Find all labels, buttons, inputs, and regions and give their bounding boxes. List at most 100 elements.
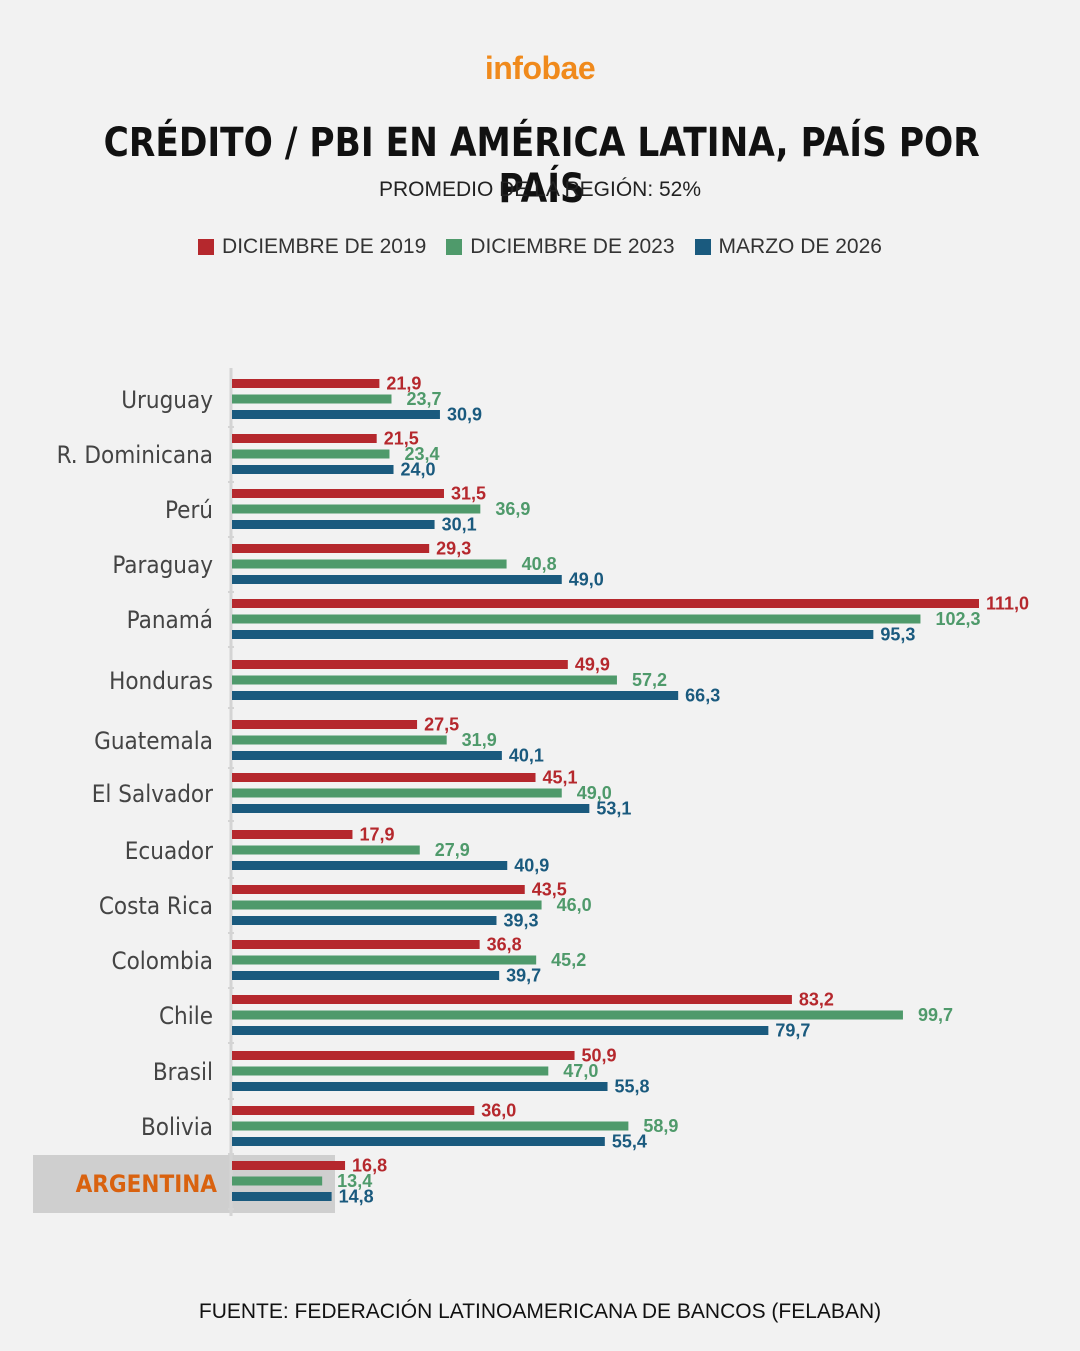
data-label-guatemala-2023: 31,9 — [462, 730, 497, 750]
category-label-bolivia: Bolivia — [141, 1113, 213, 1141]
bar-bolivia-2019 — [232, 1106, 475, 1115]
legend-swatch-2026 — [694, 239, 711, 255]
category-label-uruguay: Uruguay — [121, 386, 213, 414]
bar-guatemala-2023 — [232, 735, 447, 745]
chart-subtitle: PROMEDIO DE LA REGIÓN: 52% — [378, 178, 702, 201]
bar-peru-2026 — [232, 520, 435, 529]
bar-ecuador-2026 — [232, 861, 508, 870]
data-label-argentina-2019: 16,8 — [352, 1156, 387, 1176]
data-label-peru-2023: 36,9 — [495, 499, 530, 519]
data-label-colombia-2019: 36,8 — [487, 935, 522, 955]
bar-colombia-2026 — [232, 971, 500, 980]
bar-brasil-2026 — [232, 1082, 608, 1091]
data-label-uruguay-2026: 30,9 — [447, 405, 482, 425]
bar-brasil-2019 — [232, 1051, 575, 1060]
bar-honduras-2026 — [232, 691, 679, 700]
category-label-honduras: Honduras — [109, 667, 213, 695]
data-label-brasil-2023: 47,0 — [563, 1061, 598, 1081]
bar-argentina-2019 — [232, 1161, 346, 1170]
bar-r-dominicana-2019 — [232, 434, 377, 443]
category-label-peru: Perú — [165, 496, 213, 524]
data-label-argentina-2023: 13,4 — [337, 1171, 372, 1191]
data-label-el-salvador-2026: 53,1 — [596, 799, 631, 819]
category-label-panama: Panamá — [127, 606, 213, 634]
data-label-r-dominicana-2026: 24,0 — [401, 460, 436, 480]
data-label-bolivia-2019: 36,0 — [481, 1101, 516, 1121]
category-label-brasil: Brasil — [153, 1058, 213, 1086]
data-label-ecuador-2026: 40,9 — [514, 856, 549, 876]
data-label-chile-2023: 99,7 — [918, 1005, 953, 1025]
data-label-paraguay-2023: 40,8 — [522, 554, 557, 574]
bar-uruguay-2023 — [232, 394, 392, 404]
data-label-paraguay-2026: 49,0 — [569, 570, 604, 590]
data-label-uruguay-2023: 23,7 — [406, 389, 441, 409]
data-label-panama-2019: 111,0 — [986, 594, 1029, 614]
data-label-colombia-2023: 45,2 — [551, 950, 586, 970]
data-label-peru-2026: 30,1 — [442, 515, 477, 535]
legend-label-2023: DICIEMBRE DE 2023 — [470, 235, 675, 258]
bar-el-salvador-2026 — [232, 804, 590, 813]
bar-chile-2023 — [232, 1010, 903, 1020]
legend-item-2019: DICIEMBRE DE 2019 — [198, 235, 426, 259]
legend-item-2026: MARZO DE 2026 — [694, 235, 882, 259]
data-label-costa-rica-2023: 46,0 — [557, 895, 592, 915]
bar-r-dominicana-2026 — [232, 465, 394, 474]
bar-el-salvador-2023 — [232, 788, 562, 798]
data-label-el-salvador-2019: 45,1 — [543, 768, 578, 788]
data-label-chile-2026: 79,7 — [775, 1021, 810, 1041]
source-note: FUENTE: FEDERACIÓN LATINOAMERICANA DE BA… — [198, 1300, 882, 1323]
bar-bolivia-2023 — [232, 1121, 629, 1131]
bar-honduras-2019 — [232, 660, 568, 669]
bar-bolivia-2026 — [232, 1137, 605, 1146]
legend-swatch-2023 — [446, 239, 463, 255]
category-label-el-salvador: El Salvador — [92, 780, 213, 808]
chart-title: CRÉDITO / PBI EN AMÉRICA LATINA, PAÍS PO… — [103, 120, 980, 212]
bar-honduras-2023 — [232, 675, 617, 685]
bar-costa-rica-2026 — [232, 916, 497, 925]
bar-guatemala-2026 — [232, 751, 502, 760]
category-label-ecuador: Ecuador — [125, 837, 213, 865]
category-label-paraguay: Paraguay — [112, 551, 213, 579]
data-label-costa-rica-2019: 43,5 — [532, 880, 567, 900]
bar-panama-2026 — [232, 630, 874, 639]
legend-item-2023: DICIEMBRE DE 2023 — [446, 235, 675, 259]
bar-colombia-2023 — [232, 955, 537, 965]
data-label-guatemala-2026: 40,1 — [509, 746, 544, 766]
infobae-logo: infobae — [484, 50, 596, 86]
data-label-r-dominicana-2023: 23,4 — [404, 444, 439, 464]
bar-argentina-2023 — [232, 1176, 323, 1186]
bar-chile-2019 — [232, 995, 792, 1004]
bar-argentina-2026 — [232, 1192, 332, 1201]
bar-colombia-2019 — [232, 940, 480, 949]
category-label-guatemala: Guatemala — [94, 727, 213, 755]
bar-ecuador-2019 — [232, 830, 353, 839]
category-label-costa-rica: Costa Rica — [99, 892, 213, 920]
bar-chile-2026 — [232, 1026, 769, 1035]
data-label-honduras-2023: 57,2 — [632, 670, 667, 690]
bar-ecuador-2023 — [232, 845, 420, 855]
data-label-ecuador-2019: 17,9 — [359, 825, 394, 845]
bar-paraguay-2026 — [232, 575, 562, 584]
data-label-guatemala-2019: 27,5 — [424, 715, 459, 735]
data-label-ecuador-2023: 27,9 — [435, 840, 470, 860]
data-label-panama-2026: 95,3 — [880, 625, 915, 645]
legend-label-2019: DICIEMBRE DE 2019 — [222, 235, 427, 258]
legend-label-2026: MARZO DE 2026 — [718, 235, 882, 258]
bar-paraguay-2023 — [232, 559, 507, 569]
data-label-honduras-2026: 66,3 — [685, 686, 720, 706]
data-label-bolivia-2023: 58,9 — [643, 1116, 678, 1136]
bar-uruguay-2026 — [232, 410, 440, 419]
data-label-r-dominicana-2019: 21,5 — [384, 429, 419, 449]
legend-swatch-2019 — [198, 239, 215, 255]
data-label-uruguay-2019: 21,9 — [386, 374, 421, 394]
category-label-colombia: Colombia — [112, 947, 213, 975]
data-label-paraguay-2019: 29,3 — [436, 539, 471, 559]
bar-panama-2023 — [232, 614, 921, 624]
category-label-r-dominicana: R. Dominicana — [57, 441, 213, 469]
data-label-panama-2023: 102,3 — [935, 609, 980, 629]
data-label-brasil-2026: 55,8 — [615, 1077, 650, 1097]
data-label-honduras-2019: 49,9 — [575, 655, 610, 675]
legend: DICIEMBRE DE 2019 DICIEMBRE DE 2023 MARZ… — [0, 235, 1080, 259]
bar-el-salvador-2019 — [232, 773, 536, 782]
